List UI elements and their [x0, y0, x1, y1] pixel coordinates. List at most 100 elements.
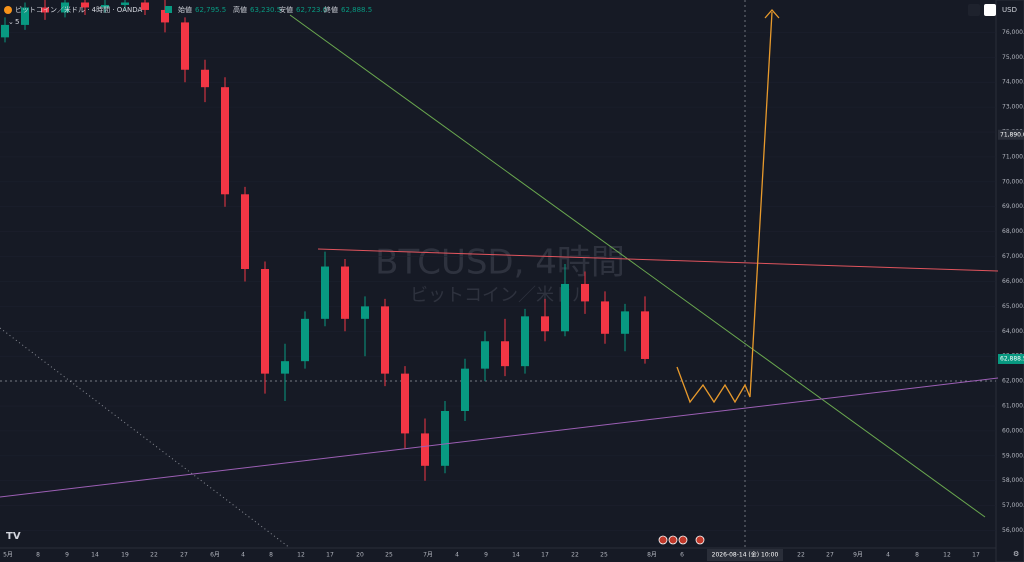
candle-body [41, 7, 49, 13]
reset-button[interactable] [984, 4, 996, 16]
open-label: 始値 [178, 5, 192, 14]
trendline-red [317, 248, 999, 272]
x-tick-label: 7月 [423, 552, 433, 559]
x-tick-label: 22 [571, 552, 579, 559]
candle-body [501, 341, 509, 367]
crosshair-time-box [707, 549, 783, 561]
y-tick-label: 73,000.0 [1002, 104, 1024, 111]
x-tick-label: 12 [297, 552, 305, 559]
candle-body [201, 69, 209, 88]
price-tag-label: 62,888.5 [1000, 355, 1024, 362]
x-tick-label: 9 [484, 552, 488, 559]
x-tick-label: 27 [180, 552, 188, 559]
event-icons[interactable] [658, 535, 705, 545]
x-tick-label: 4 [886, 552, 890, 559]
candle-body [281, 361, 289, 374]
x-tick-label: 12 [943, 552, 951, 559]
x-tick-label: 8 [269, 552, 273, 559]
candle-body [461, 368, 469, 411]
x-tick-label: 6 [680, 552, 684, 559]
y-tick-label: 75,000.0 [1002, 54, 1024, 61]
low-label: 安値 [279, 5, 293, 14]
candle-body [221, 87, 229, 195]
market-status [165, 6, 172, 13]
close-label: 終値 [324, 5, 338, 14]
candle-body [81, 2, 89, 8]
open-value: 62,795.5 [195, 6, 226, 14]
x-tick-label: 14 [512, 552, 520, 559]
price-tag [998, 129, 1024, 140]
y-tick-label: 57,000.0 [1002, 502, 1024, 509]
trendline-dotted [0, 327, 291, 549]
y-tick-label: 64,000.0 [1002, 328, 1024, 335]
candle-body [161, 9, 169, 23]
crosshair-time: 2026-08-14 (金) 10:00 [712, 551, 779, 559]
event-icon[interactable] [695, 535, 705, 545]
low-value: 62,723.0 [296, 6, 327, 14]
indicator-toggle-icon[interactable]: ⌄ [8, 18, 14, 26]
candle-body [341, 266, 349, 319]
candle-body [381, 306, 389, 374]
download-button[interactable] [968, 4, 980, 16]
x-tick-label: 27 [826, 552, 834, 559]
projection-path [676, 11, 773, 404]
indicator-count[interactable]: 5 [15, 18, 19, 26]
x-tick-label: 6月 [210, 552, 220, 559]
x-tick-label: 17 [326, 552, 334, 559]
candle-body [401, 373, 409, 434]
candle-body [621, 311, 629, 334]
y-tick-label: 61,000.0 [1002, 403, 1024, 410]
x-tick-label: 22 [797, 552, 805, 559]
x-tick-label: 8月 [647, 552, 657, 559]
price-tag [998, 353, 1024, 364]
symbol-name[interactable]: ビットコイン／米ドル · 4時間 · OANDA [15, 5, 142, 14]
trendline-green [289, 14, 986, 518]
symbol-icon [4, 6, 12, 14]
candle-body [541, 316, 549, 332]
y-tick-label: 59,000.0 [1002, 452, 1024, 459]
candle-body [361, 306, 369, 319]
candle-body [1, 24, 9, 38]
event-icon[interactable] [658, 535, 668, 545]
trendline-purple [0, 377, 999, 498]
candle-body [301, 318, 309, 362]
y-tick-label: 67,000.0 [1002, 253, 1024, 260]
event-icon[interactable] [678, 535, 688, 545]
y-tick-label: 70,000.0 [1002, 178, 1024, 185]
high-value: 63,230.5 [250, 6, 281, 14]
candle-body [421, 433, 429, 466]
y-tick-label: 65,000.0 [1002, 303, 1024, 310]
x-tick-label: 25 [385, 552, 393, 559]
y-tick-label: 71,000.0 [1002, 153, 1024, 160]
currency-selector[interactable]: USD [1002, 6, 1017, 14]
candle-body [141, 2, 149, 10]
candle-body [321, 266, 329, 319]
candle-body [261, 269, 269, 374]
candle-body [581, 283, 589, 302]
x-tick-label: 4 [241, 552, 245, 559]
close-value: 62,888.5 [341, 6, 372, 14]
x-tick-label: 25 [600, 552, 608, 559]
x-tick-label: 17 [541, 552, 549, 559]
event-icon[interactable] [668, 535, 678, 545]
y-tick-label: 62,000.0 [1002, 378, 1024, 385]
tv-logo[interactable]: TV [6, 531, 21, 542]
x-tick-label: 19 [121, 552, 129, 559]
candle-body [641, 311, 649, 359]
candle-body [101, 4, 109, 8]
x-tick-label: 20 [356, 552, 364, 559]
high-label: 高値 [233, 5, 247, 14]
candle-body [241, 194, 249, 270]
y-tick-label: 69,000.0 [1002, 203, 1024, 210]
price-axis-panel [995, 0, 1024, 562]
price-tag-label: 71,890.0 [1000, 131, 1024, 138]
x-tick-label: 8 [915, 552, 919, 559]
settings-icon[interactable]: ⚙ [1013, 550, 1019, 558]
x-tick-label: 5月 [3, 552, 13, 559]
y-tick-label: 60,000.0 [1002, 427, 1024, 434]
candle-body [61, 2, 69, 13]
x-tick-label: 17 [972, 552, 980, 559]
x-tick-label: 9 [65, 552, 69, 559]
candle-body [181, 22, 189, 70]
